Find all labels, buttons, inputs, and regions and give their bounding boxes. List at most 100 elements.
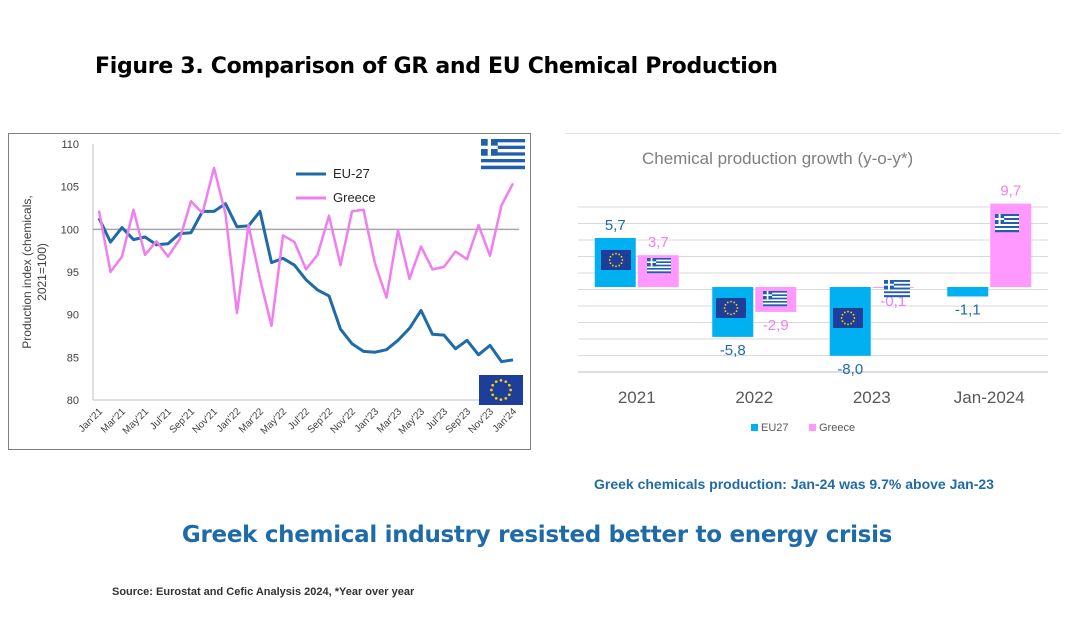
x-tick-label: Nov'21: [191, 406, 221, 436]
flag-star: [841, 313, 844, 316]
flag-star: [490, 388, 493, 392]
flag-star: [611, 253, 614, 256]
flag-stripe: [481, 145, 525, 150]
flag-stripe: [763, 302, 787, 305]
flag-stripe: [481, 159, 525, 163]
flag-stripe: [647, 268, 671, 270]
bar-chart: Chemical production growth (y-o-y*) 2021 5…: [578, 149, 1048, 434]
eu-flag-icon: [716, 298, 746, 318]
flag-stripe: [884, 295, 910, 298]
flag-star: [726, 312, 729, 315]
flag-stripe: [481, 162, 525, 166]
greece-flag-icon: [995, 214, 1019, 233]
flag-star: [509, 388, 512, 392]
y-axis-label-line: 2021=100): [35, 243, 49, 301]
flag-stripe: [884, 293, 910, 296]
data-label: 3,7: [648, 234, 669, 251]
flag-star: [852, 313, 855, 316]
eu-flag-icon: [833, 308, 863, 328]
flag-star: [847, 323, 849, 326]
flag-field: [601, 250, 631, 270]
y-tick-label: 100: [61, 224, 79, 236]
greece-flag-icon: [884, 280, 910, 298]
flag-stripe: [884, 287, 910, 290]
flag-stripe: [884, 285, 910, 288]
flag-stripe: [481, 142, 525, 146]
y-tick-label: 95: [67, 267, 79, 279]
flag-star: [841, 320, 844, 323]
flag-stripe: [995, 222, 1019, 225]
flag-stripe: [647, 266, 671, 269]
flag-stripe: [763, 299, 787, 302]
flag-stripe: [995, 230, 1019, 233]
bar-chart-title: Chemical production growth (y-o-y*): [642, 149, 913, 168]
category-label: 2023: [853, 388, 891, 407]
flag-star: [726, 301, 729, 304]
figure-title: Figure 3. Comparison of GR and EU Chemic…: [95, 54, 778, 79]
flag-stripe: [481, 152, 525, 156]
x-tick-label: May'21: [121, 406, 152, 437]
flag-field: [716, 298, 746, 318]
source-note: Source: Eurostat and Cefic Analysis 2024…: [112, 586, 415, 598]
flag-star: [499, 379, 503, 382]
flag-stripe: [481, 149, 525, 153]
data-label: -2,9: [763, 317, 789, 334]
flag-star: [507, 383, 511, 387]
flag-stripe: [763, 291, 787, 293]
flag-star: [491, 393, 495, 397]
flag-cross-v: [650, 258, 653, 267]
flag-star: [609, 255, 612, 258]
flag-star: [615, 252, 617, 255]
flag-star: [620, 262, 623, 265]
flag-star: [618, 264, 621, 267]
flag-cross-v: [766, 291, 769, 300]
flag-star: [494, 396, 498, 400]
flag-stripe: [647, 263, 671, 265]
flag-stripe: [763, 297, 787, 300]
y-tick-label: 110: [61, 139, 79, 151]
x-tick-label: May'23: [397, 406, 428, 437]
data-label: -5,8: [720, 342, 746, 359]
flag-star: [850, 322, 853, 325]
flag-stripe: [647, 261, 671, 264]
flag-star: [608, 259, 611, 261]
flag-stripe: [884, 280, 910, 283]
flag-stripe: [884, 281, 910, 284]
data-label: 5,7: [605, 217, 626, 234]
flag-cross-v: [487, 139, 492, 156]
flag-star: [609, 262, 612, 265]
y-axis-label: Production index (chemicals,2021=100): [20, 195, 49, 348]
flag-stripe: [995, 216, 1019, 219]
flag-stripe: [763, 294, 787, 297]
flag-star: [853, 317, 856, 319]
greece-flag-icon: [481, 139, 525, 170]
bar-chart-panel: Chemical production growth (y-o-y*) 2021 5…: [565, 133, 1061, 450]
flag-star: [499, 398, 503, 401]
flag-star: [847, 310, 849, 313]
flag-stripe: [995, 224, 1019, 227]
greek-production-note: Greek chemicals production: Jan-24 was 9…: [594, 476, 994, 492]
flag-stripe: [481, 139, 525, 143]
flag-field: [833, 308, 863, 328]
eu-flag-icon: [479, 375, 523, 405]
flag-stripe: [884, 291, 910, 294]
category-label: Jan-2024: [954, 388, 1025, 407]
flag-star: [850, 311, 853, 314]
legend-label: EU-27: [333, 166, 370, 181]
flag-stripe: [763, 292, 787, 295]
legend-label: EU27: [761, 422, 789, 434]
x-tick-label: Nov'22: [329, 406, 359, 436]
category-label: 2021: [618, 388, 656, 407]
x-tick-label: Nov'23: [467, 406, 497, 436]
greece-flag-icon: [647, 258, 671, 274]
flag-star: [733, 301, 736, 304]
flag-stripe: [995, 228, 1019, 231]
flag-stripe: [647, 271, 671, 274]
x-tick-label: Jan'24: [491, 406, 520, 435]
legend-swatch: [809, 424, 816, 431]
flag-star: [735, 310, 738, 313]
flag-star: [730, 313, 732, 316]
flag-star: [618, 253, 621, 256]
flag-star: [852, 320, 855, 323]
flag-stripe: [481, 165, 525, 170]
